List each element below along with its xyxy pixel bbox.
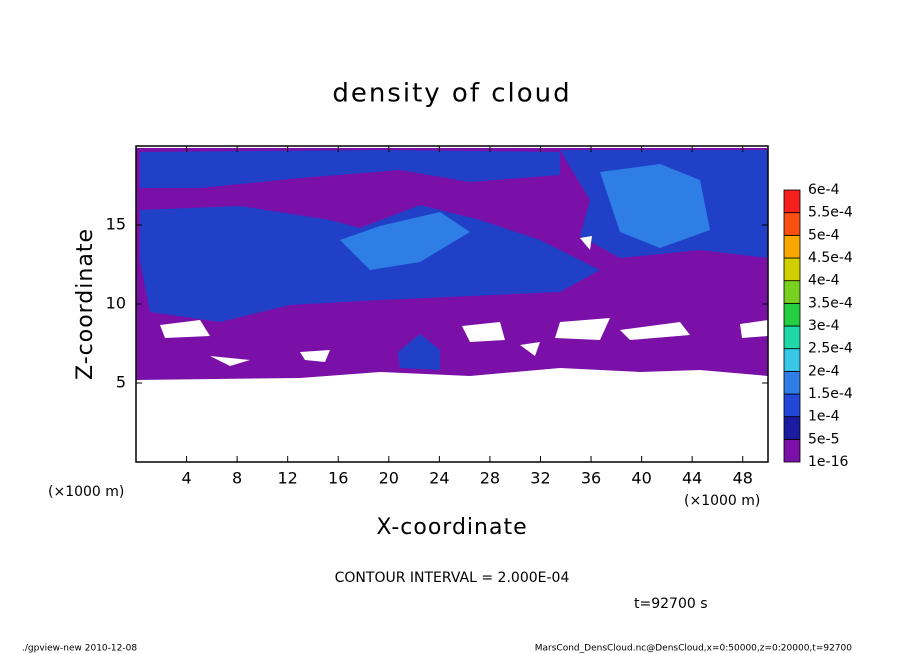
colorbar-box (783, 348, 801, 372)
y-axis-label: Z-coordinate (73, 228, 98, 380)
x-tick-label: 20 (379, 469, 399, 488)
footer-right: MarsCond_DensCloud.nc@DensCloud,x=0:5000… (535, 644, 852, 654)
x-tick-label: 28 (480, 469, 500, 488)
colorbar-box (783, 302, 801, 327)
x-unit-label: (×1000 m) (48, 484, 124, 500)
x-tick-label: 12 (278, 469, 298, 488)
colorbar-box (783, 189, 801, 214)
colorbar-label: 1e-4 (808, 409, 840, 425)
cloud-region (600, 164, 710, 248)
x-tick-label: 40 (631, 469, 651, 488)
colorbar-label: 1.5e-4 (808, 386, 853, 402)
x-unit-label: (×1000 m) (684, 493, 760, 509)
colorbar-label: 4e-4 (808, 273, 840, 289)
colorbar-box (783, 234, 801, 259)
chart-title: density of cloud (332, 79, 571, 109)
colorbar-box (783, 212, 801, 236)
y-tick-label: 10 (106, 294, 126, 313)
colorbar-label: 3.5e-4 (808, 295, 853, 311)
colorbar-label: 5.5e-4 (808, 205, 853, 221)
x-tick-label: 36 (581, 469, 601, 488)
colorbar-label: 2.5e-4 (808, 341, 853, 357)
colorbar-box (783, 325, 801, 350)
colorbar-box (783, 257, 801, 282)
cloud-region (340, 212, 470, 270)
time-label: t=92700 s (634, 596, 708, 612)
x-tick-label: 24 (429, 469, 449, 488)
cloud-region (140, 150, 560, 188)
colorbar-label: 1e-16 (808, 454, 848, 470)
y-tick-label: 5 (116, 373, 126, 392)
colorbar-label: 5e-5 (808, 431, 839, 447)
footer-left: ./gpview-new 2010-12-08 (22, 644, 137, 654)
colorbar-box (783, 416, 801, 440)
x-tick-label: 48 (733, 469, 753, 488)
colorbar-box (783, 438, 801, 463)
x-tick-label: 44 (682, 469, 702, 488)
colorbar-label: 6e-4 (808, 182, 840, 198)
y-tick-label: 15 (106, 215, 126, 234)
x-tick-label: 16 (328, 469, 348, 488)
cloud-field (136, 148, 768, 462)
x-tick-label: 32 (530, 469, 550, 488)
colorbar-label: 2e-4 (808, 363, 840, 379)
x-tick-label: 8 (232, 469, 242, 488)
colorbar-box (783, 370, 801, 395)
colorbar-box (783, 393, 801, 418)
colorbar-label: 4.5e-4 (808, 250, 853, 266)
colorbar-label: 5e-4 (808, 227, 840, 243)
cloud-region (136, 370, 768, 462)
colorbar-box (783, 280, 801, 304)
x-axis-label: X-coordinate (376, 515, 527, 540)
contour-interval: CONTOUR INTERVAL = 2.000E-04 (335, 570, 570, 586)
cloud-region (398, 334, 440, 370)
x-tick-label: 4 (181, 469, 191, 488)
colorbar-label: 3e-4 (808, 318, 840, 334)
